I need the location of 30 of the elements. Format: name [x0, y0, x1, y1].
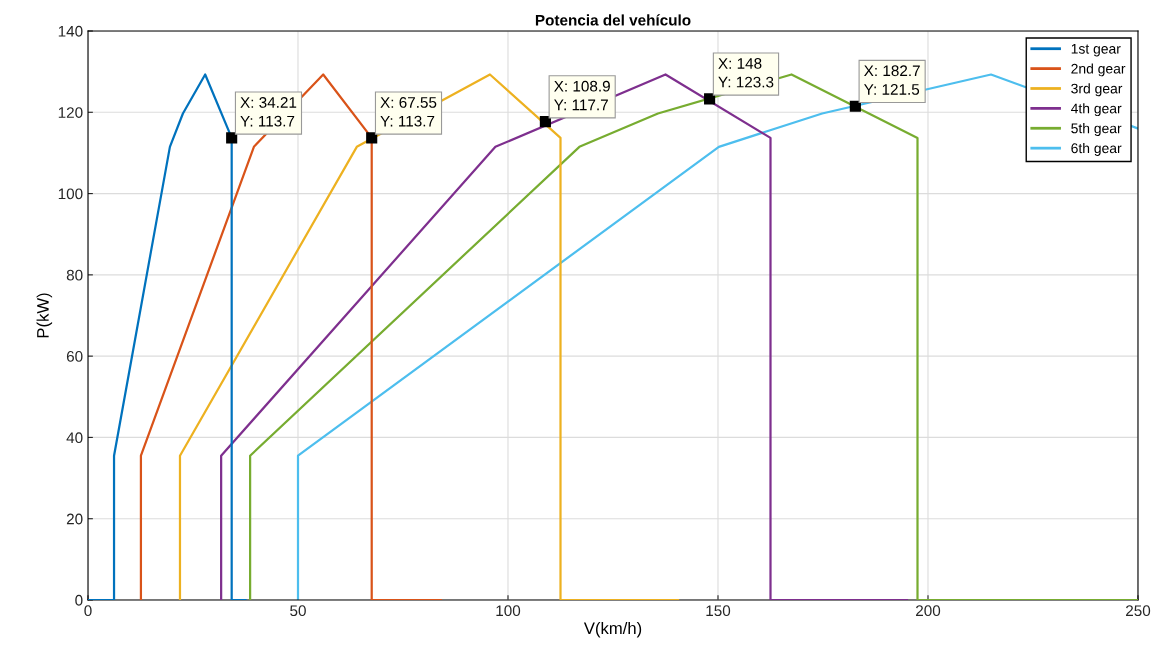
- y-tick-label: 120: [58, 107, 83, 118]
- legend-label: 5th gear: [1071, 123, 1122, 137]
- annotation: X: 148 Y: 123.3: [718, 58, 774, 88]
- y-tick-label: 80: [66, 269, 83, 281]
- line-series: [178, 73, 680, 600]
- x-tick-label: 100: [496, 605, 521, 617]
- x-axis-title: V(km/h): [583, 621, 642, 638]
- legend-label: 6th gear: [1071, 142, 1122, 156]
- annotation: X: 34.21 Y: 113.7: [240, 97, 297, 127]
- x-tick-label: 250: [1126, 605, 1151, 617]
- legend-label: 1st gear: [1071, 44, 1121, 57]
- chart-title: Potencia del vehículo: [535, 14, 691, 26]
- annotation: X: 108.9 Y: 117.7: [554, 80, 610, 111]
- annotation: X: 182.7 Y: 121.5: [864, 65, 920, 95]
- annotation: X: 67.55 Y: 113.7: [380, 97, 437, 127]
- y-tick-label: 20: [66, 513, 83, 525]
- legend-label: 4th gear: [1070, 103, 1122, 117]
- legend-label: 2nd gear: [1071, 63, 1126, 77]
- y-tick-label: 60: [66, 351, 83, 362]
- y-tick-label: 40: [66, 432, 83, 444]
- y-axis-title: P(kW): [36, 293, 53, 338]
- legend-label: 3rd gear: [1071, 83, 1123, 97]
- x-tick-label: 0: [84, 605, 92, 617]
- x-tick-label: 200: [916, 605, 941, 617]
- line-series: [139, 73, 442, 600]
- y-tick-label: 0: [75, 594, 83, 606]
- y-tick-label: 140: [58, 25, 83, 37]
- y-tick-label: 100: [58, 188, 83, 200]
- x-tick-label: 150: [706, 605, 731, 617]
- x-tick-label: 50: [290, 605, 306, 617]
